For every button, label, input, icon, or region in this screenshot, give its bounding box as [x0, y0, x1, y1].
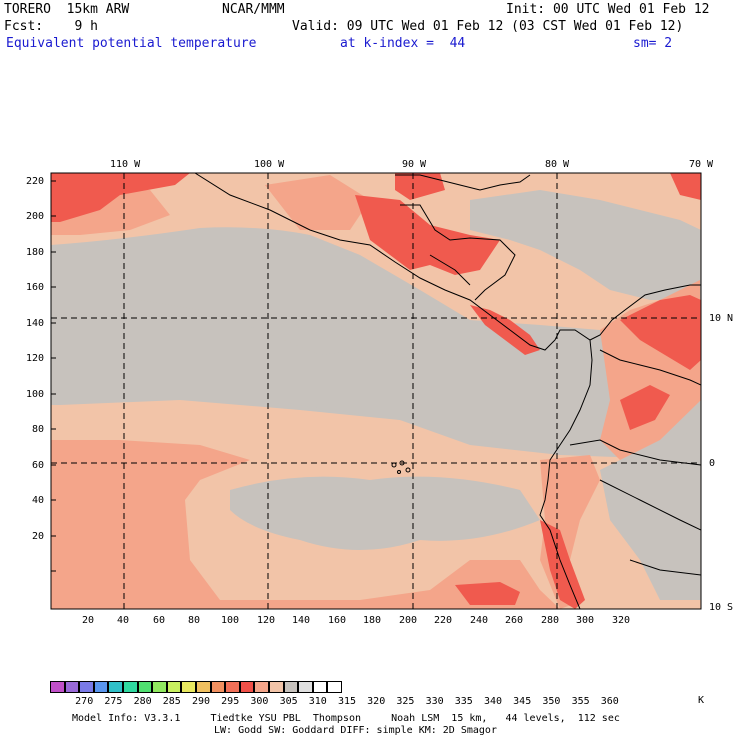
colorbar-swatch — [327, 681, 342, 693]
valid-time: Valid: 09 UTC Wed 01 Feb 12 (03 CST Wed … — [292, 19, 684, 34]
lon-label: 80 W — [545, 159, 570, 170]
y-tick-label: 160 — [26, 282, 45, 293]
theta-e-field — [51, 173, 701, 609]
colorbar-swatch — [137, 681, 153, 693]
colorbar-unit: K — [698, 695, 705, 706]
axis-ticks — [51, 180, 56, 572]
colorbar-swatch — [122, 681, 138, 693]
model-title: TORERO 15km ARW — [4, 2, 130, 17]
colorbar-label: 295 — [221, 696, 240, 707]
colorbar-swatch — [50, 681, 65, 693]
colorbar-label: 330 — [425, 696, 444, 707]
x-tick-label: 60 — [153, 615, 166, 626]
colorbar-swatch — [283, 681, 299, 693]
colorbar-label: 335 — [454, 696, 473, 707]
x-tick-label: 300 — [576, 615, 595, 626]
y-tick-label: 180 — [26, 247, 45, 258]
x-tick-label: 240 — [470, 615, 489, 626]
x-tick-label: 80 — [188, 615, 201, 626]
x-tick-label: 200 — [399, 615, 418, 626]
map-frame — [50, 172, 702, 610]
y-tick-label: 40 — [32, 495, 45, 506]
colorbar-label: 325 — [396, 696, 415, 707]
colorbar — [50, 681, 342, 693]
x-tick-label: 220 — [434, 615, 453, 626]
colorbar-swatch — [195, 681, 211, 693]
lon-label: 70 W — [689, 159, 714, 170]
colorbar-label: 340 — [483, 696, 503, 707]
colorbar-label: 290 — [191, 696, 211, 707]
colorbar-label: 320 — [367, 696, 386, 707]
colorbar-swatch — [254, 681, 269, 693]
forecast-hour: Fcst: 9 h — [4, 19, 98, 34]
lon-label: 110 W — [110, 159, 141, 170]
y-tick-label: 200 — [26, 211, 45, 222]
lat-label: 0 — [709, 458, 716, 469]
center-label: NCAR/MMM — [222, 2, 285, 17]
y-tick-label: 60 — [32, 460, 45, 471]
colorbar-swatch — [93, 681, 109, 693]
colorbar-label: 355 — [571, 696, 590, 707]
y-tick-label: 140 — [26, 318, 45, 329]
x-tick-label: 40 — [117, 615, 130, 626]
colorbar-swatch — [166, 681, 182, 693]
x-tick-label: 120 — [257, 615, 276, 626]
colorbar-label: 270 — [75, 696, 94, 707]
x-tick-label: 260 — [505, 615, 524, 626]
x-tick-label: 320 — [612, 615, 631, 626]
latlon-grid — [51, 173, 701, 609]
colorbar-label: 350 — [542, 696, 561, 707]
lat-label: 10 N — [709, 313, 734, 324]
colorbar-swatch — [79, 681, 94, 693]
level-label: at k-index = 44 — [340, 36, 466, 51]
physics-info: LW: Godd SW: Goddard DIFF: simple KM: 2D… — [214, 725, 497, 736]
colorbar-label: 285 — [162, 696, 181, 707]
colorbar-label: 300 — [250, 696, 269, 707]
init-time: Init: 00 UTC Wed 01 Feb 12 — [506, 2, 710, 17]
x-tick-label: 180 — [363, 615, 382, 626]
model-info: Model Info: V3.3.1 Tiedtke YSU PBL Thomp… — [72, 713, 620, 724]
lon-label: 100 W — [254, 159, 285, 170]
colorbar-swatch — [312, 681, 328, 693]
colorbar-swatch — [225, 681, 240, 693]
colorbar-label: 310 — [308, 696, 327, 707]
x-tick-label: 280 — [541, 615, 560, 626]
lon-label: 90 W — [402, 159, 427, 170]
colorbar-swatch — [298, 681, 313, 693]
y-tick-label: 100 — [26, 389, 45, 400]
colorbar-swatch — [152, 681, 167, 693]
colorbar-swatch — [239, 681, 255, 693]
x-tick-label: 140 — [292, 615, 311, 626]
smoothing-label: sm= 2 — [633, 36, 673, 51]
colorbar-swatch — [108, 681, 123, 693]
x-tick-label: 100 — [221, 615, 240, 626]
colorbar-label: 305 — [279, 696, 298, 707]
colorbar-label: 315 — [337, 696, 357, 707]
x-tick-label: 160 — [328, 615, 347, 626]
colorbar-swatch — [268, 681, 284, 693]
colorbar-swatch — [64, 681, 80, 693]
colorbar-swatch — [181, 681, 196, 693]
y-tick-label: 120 — [26, 353, 45, 364]
colorbar-label: 275 — [104, 696, 123, 707]
colorbar-label: 280 — [133, 696, 152, 707]
y-tick-label: 220 — [26, 176, 45, 187]
lat-label: 10 S — [709, 602, 734, 613]
y-tick-label: 80 — [32, 424, 45, 435]
colorbar-swatch — [210, 681, 226, 693]
y-tick-label: 20 — [32, 531, 45, 542]
field-name: Equivalent potential temperature — [6, 36, 257, 51]
x-tick-label: 20 — [82, 615, 95, 626]
coastlines — [194, 173, 701, 609]
colorbar-label: 360 — [600, 696, 619, 707]
colorbar-label: 345 — [513, 696, 532, 707]
